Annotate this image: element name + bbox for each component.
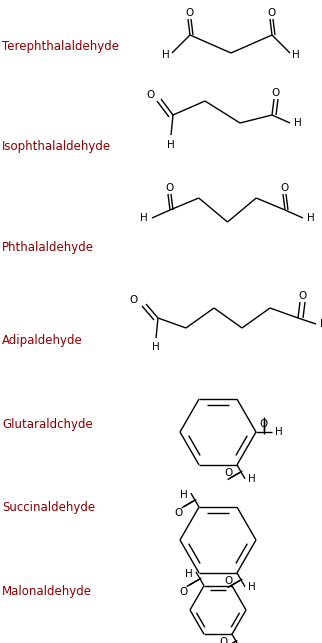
Text: Isophthalaldehyde: Isophthalaldehyde	[2, 140, 111, 153]
Text: Succinaldehyde: Succinaldehyde	[2, 502, 95, 514]
Text: H: H	[320, 319, 322, 329]
Text: H: H	[275, 427, 283, 437]
Text: O: O	[299, 291, 307, 301]
Text: Terephthalaldehyde: Terephthalaldehyde	[2, 40, 119, 53]
Text: O: O	[268, 8, 276, 18]
Text: O: O	[260, 419, 268, 429]
Text: H: H	[248, 474, 256, 484]
Text: H: H	[140, 213, 148, 223]
Text: H: H	[292, 50, 300, 60]
Text: H: H	[162, 50, 170, 60]
Text: H: H	[248, 582, 256, 592]
Text: H: H	[152, 342, 160, 352]
Text: O: O	[130, 295, 138, 305]
Text: Malonaldehyde: Malonaldehyde	[2, 585, 92, 598]
Text: Glutaraldchyde: Glutaraldchyde	[2, 418, 93, 431]
Text: O: O	[220, 637, 228, 643]
Text: H: H	[180, 490, 188, 500]
Text: O: O	[225, 576, 233, 586]
Text: O: O	[225, 468, 233, 478]
Text: O: O	[166, 183, 174, 193]
Text: O: O	[180, 587, 188, 597]
Text: O: O	[175, 508, 183, 518]
Text: H: H	[185, 569, 193, 579]
Text: Phthalaldehyde: Phthalaldehyde	[2, 241, 94, 254]
Text: O: O	[186, 8, 194, 18]
Text: H: H	[167, 140, 175, 150]
Text: H: H	[307, 213, 315, 223]
Text: Adipaldehyde: Adipaldehyde	[2, 334, 83, 347]
Text: O: O	[147, 90, 155, 100]
Text: O: O	[272, 88, 280, 98]
Text: O: O	[281, 183, 289, 193]
Text: H: H	[294, 118, 302, 128]
